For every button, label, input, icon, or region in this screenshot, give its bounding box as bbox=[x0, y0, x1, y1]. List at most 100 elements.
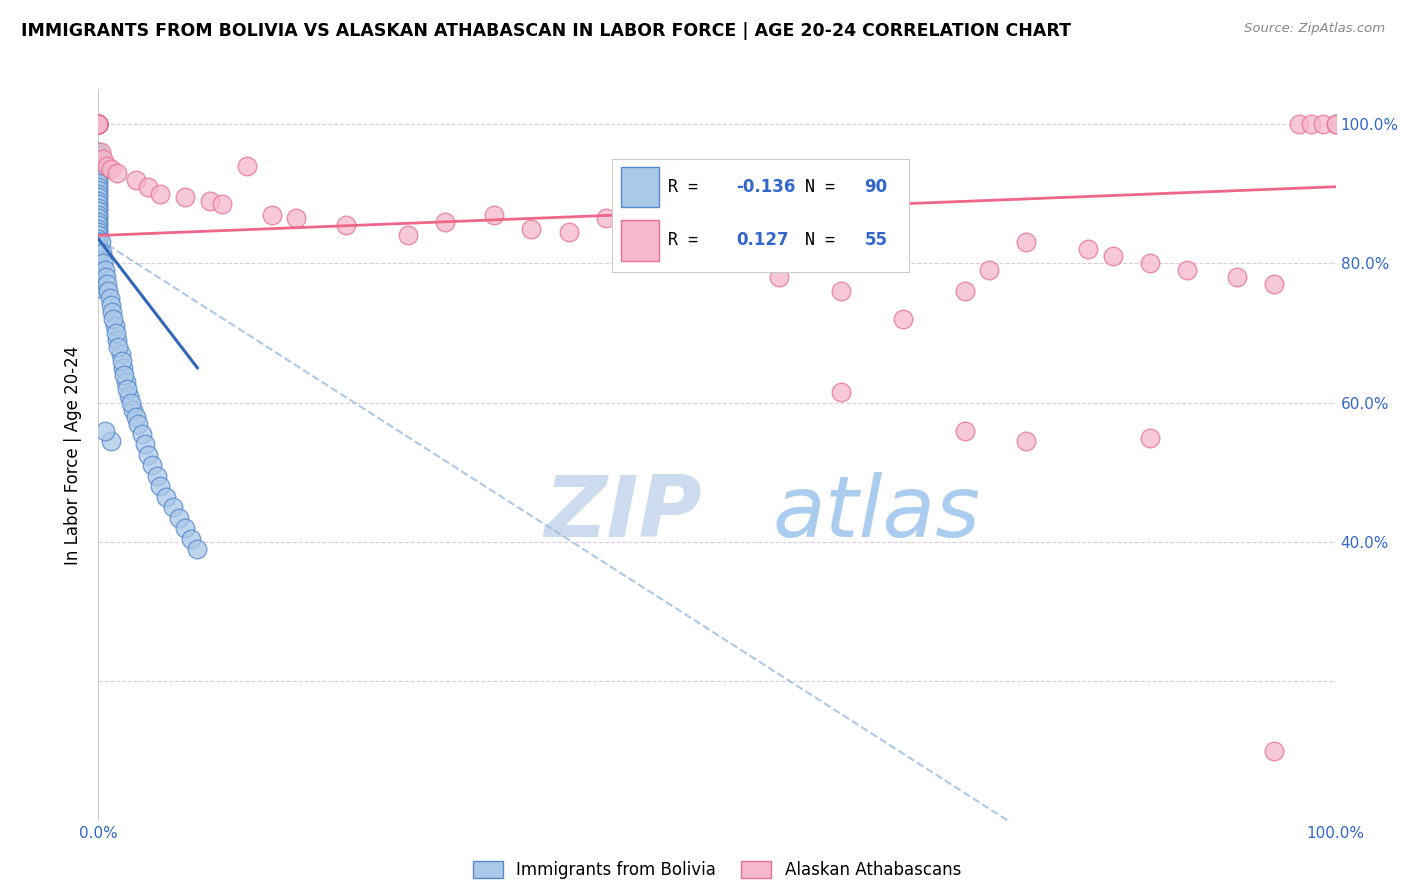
Point bbox=[180, 532, 202, 546]
Point bbox=[145, 468, 167, 483]
Point bbox=[87, 166, 110, 180]
Point bbox=[87, 117, 110, 131]
Point bbox=[1175, 263, 1198, 277]
Point bbox=[94, 270, 117, 285]
Point bbox=[87, 281, 110, 295]
Point bbox=[87, 263, 110, 277]
Point bbox=[186, 541, 208, 556]
Point bbox=[96, 159, 118, 173]
Point bbox=[127, 417, 149, 431]
Point bbox=[87, 117, 110, 131]
Point bbox=[100, 434, 122, 448]
Point bbox=[87, 117, 110, 131]
Point bbox=[953, 284, 976, 298]
Point bbox=[149, 186, 172, 201]
Point bbox=[87, 162, 110, 177]
Point bbox=[87, 159, 110, 173]
Point bbox=[87, 173, 110, 187]
Point bbox=[706, 249, 728, 263]
Point bbox=[136, 179, 159, 194]
Point bbox=[520, 221, 543, 235]
Point bbox=[174, 190, 197, 204]
Point bbox=[112, 360, 135, 375]
Point bbox=[118, 389, 141, 403]
Point bbox=[979, 263, 1001, 277]
Point bbox=[101, 305, 124, 319]
Point bbox=[87, 208, 110, 222]
Point bbox=[114, 375, 136, 389]
Point bbox=[105, 166, 128, 180]
Point bbox=[149, 479, 172, 493]
Point bbox=[557, 225, 579, 239]
Point bbox=[136, 448, 159, 462]
Point bbox=[768, 270, 790, 285]
Point bbox=[162, 500, 184, 515]
Point bbox=[98, 291, 121, 305]
Point bbox=[87, 176, 110, 190]
Point bbox=[484, 208, 506, 222]
Point bbox=[131, 427, 153, 442]
Point bbox=[124, 409, 146, 424]
Point bbox=[1139, 430, 1161, 444]
Point bbox=[87, 270, 110, 285]
Point bbox=[87, 221, 110, 235]
Point bbox=[100, 162, 122, 177]
Point bbox=[110, 347, 132, 361]
Point bbox=[91, 246, 114, 260]
Point bbox=[87, 239, 110, 253]
Point bbox=[87, 117, 110, 131]
Point bbox=[105, 333, 128, 347]
Point bbox=[104, 326, 127, 340]
Point bbox=[198, 194, 221, 208]
Point bbox=[1139, 256, 1161, 270]
Point bbox=[87, 148, 110, 162]
Point bbox=[87, 117, 110, 131]
Point bbox=[93, 424, 115, 438]
Point bbox=[1263, 744, 1285, 758]
Point bbox=[87, 194, 110, 208]
Point bbox=[112, 368, 135, 382]
Point bbox=[396, 228, 419, 243]
Point bbox=[124, 173, 146, 187]
Point bbox=[87, 243, 110, 257]
Point bbox=[891, 312, 914, 326]
Point bbox=[644, 208, 666, 222]
Point bbox=[87, 117, 110, 131]
Point bbox=[96, 277, 118, 292]
Point bbox=[87, 117, 110, 131]
Point bbox=[167, 510, 190, 524]
Point bbox=[141, 458, 163, 473]
Point bbox=[134, 437, 156, 451]
Point bbox=[87, 267, 110, 281]
Point bbox=[87, 117, 110, 131]
Point bbox=[87, 197, 110, 211]
Point bbox=[87, 211, 110, 225]
Point bbox=[433, 214, 456, 228]
Point bbox=[1288, 117, 1310, 131]
Point bbox=[90, 235, 112, 250]
Point bbox=[155, 490, 177, 504]
Point bbox=[87, 201, 110, 215]
Point bbox=[953, 424, 976, 438]
Text: ZIP: ZIP bbox=[544, 472, 702, 555]
Point bbox=[87, 117, 110, 131]
Text: atlas: atlas bbox=[773, 472, 981, 555]
Point bbox=[87, 117, 110, 131]
Point bbox=[93, 263, 115, 277]
Point bbox=[87, 117, 110, 131]
Point bbox=[87, 117, 110, 131]
Point bbox=[87, 117, 110, 131]
Point bbox=[87, 232, 110, 246]
Point bbox=[87, 235, 110, 250]
Point bbox=[1077, 243, 1099, 257]
Point bbox=[335, 218, 357, 232]
Point bbox=[1299, 117, 1322, 131]
Point bbox=[87, 117, 110, 131]
Point bbox=[1312, 117, 1334, 131]
Point bbox=[87, 179, 110, 194]
Point bbox=[285, 211, 308, 225]
Point bbox=[93, 256, 115, 270]
Point bbox=[87, 117, 110, 131]
Point bbox=[87, 256, 110, 270]
Text: Source: ZipAtlas.com: Source: ZipAtlas.com bbox=[1244, 22, 1385, 36]
